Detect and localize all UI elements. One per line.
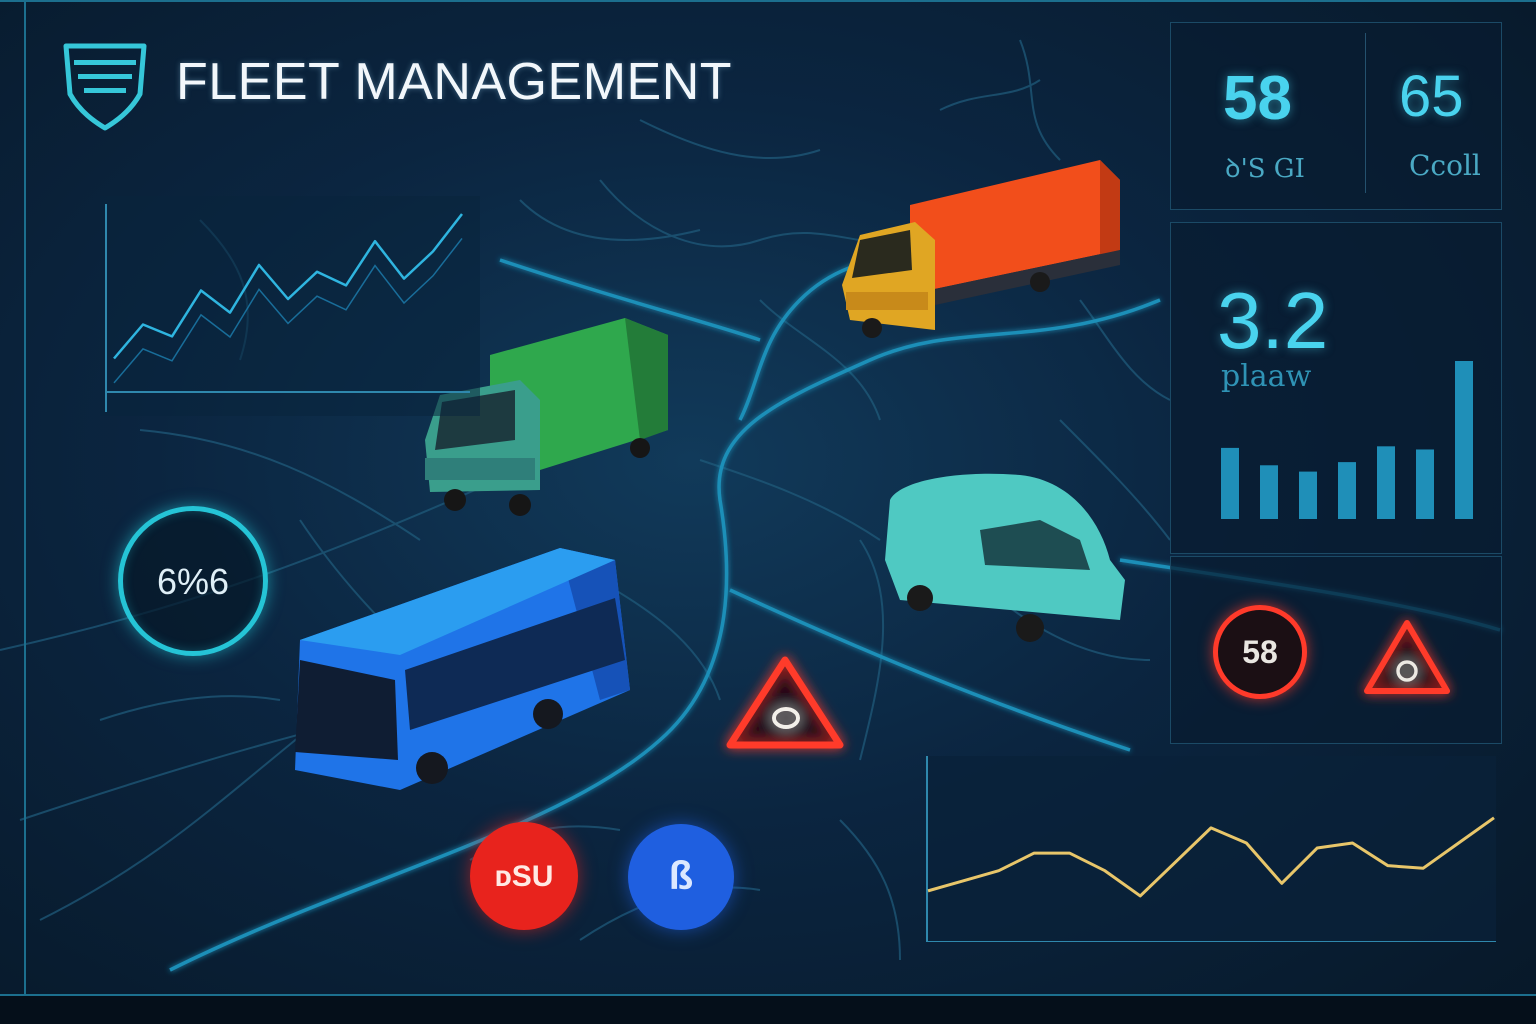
metric-value: 3.2	[1217, 276, 1329, 365]
stat-value-1: 58	[1223, 64, 1292, 133]
speed-limit-badge[interactable]: 58	[1213, 605, 1307, 699]
fuel-badge[interactable]: ß	[628, 824, 734, 930]
speed-limit-value: 58	[1242, 634, 1278, 670]
bar	[1260, 465, 1278, 519]
bottom-bar	[0, 996, 1536, 1024]
frame-bottom	[0, 994, 1536, 996]
shield-icon	[63, 43, 147, 131]
frame-left	[24, 0, 26, 1000]
bar	[1299, 471, 1317, 519]
bar	[1416, 449, 1434, 519]
orange-truck[interactable]	[842, 160, 1120, 338]
bar	[1377, 446, 1395, 519]
bottom-chart-panel	[926, 756, 1496, 942]
frame-top	[0, 0, 1536, 2]
tow-truck-badge[interactable]: ᴅSU	[470, 822, 578, 930]
trend-line	[113, 213, 463, 360]
map-warning-icon[interactable]	[726, 656, 844, 749]
stats-divider	[1365, 33, 1366, 193]
stat-label-1: ꝺ'S GI	[1225, 154, 1305, 184]
bar-chart	[1221, 361, 1473, 519]
cyan-van[interactable]	[885, 473, 1125, 642]
app-title: FLEET MANAGEMENT	[176, 53, 733, 111]
metric-label: plaaw	[1221, 359, 1312, 394]
trend-chart-panel	[100, 196, 480, 416]
bottom-trend-line	[927, 816, 1495, 898]
gauge-value: 6%6	[156, 561, 230, 602]
warning-triangle-icon[interactable]	[1357, 613, 1457, 703]
fuel-icon: ß	[668, 854, 694, 898]
utilization-gauge[interactable]: 6%6	[118, 506, 268, 656]
trend-line-secondary	[113, 237, 463, 384]
bar	[1338, 462, 1356, 519]
alerts-panel: 58	[1170, 556, 1502, 744]
stat-label-2: Ccoll	[1409, 149, 1481, 182]
tow-truck-icon: ᴅSU	[494, 860, 554, 893]
bar	[1455, 361, 1473, 519]
stat-value-2: 65	[1399, 64, 1464, 129]
bottom-line-chart	[926, 756, 1496, 942]
blue-bus[interactable]	[295, 548, 630, 790]
metric-panel: 3.2 plaaw	[1170, 222, 1502, 554]
trend-line-chart	[105, 204, 470, 412]
bar	[1221, 447, 1239, 519]
stats-panel: 58 ꝺ'S GI 65 Ccoll	[1170, 22, 1502, 210]
